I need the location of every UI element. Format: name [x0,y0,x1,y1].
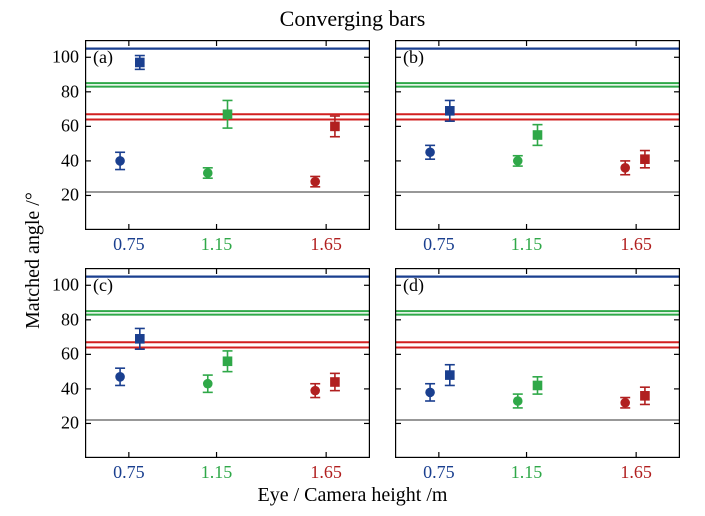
ytick-label: 80 [45,81,79,102]
panel-b-svg [395,40,680,230]
axis-box [86,41,370,230]
panel-b: 0.751.151.65(b) [395,40,680,230]
x-axis-label: Eye / Camera height /m [0,484,705,507]
xtick-label: 0.75 [113,234,145,255]
xtick-label: 1.15 [511,234,543,255]
xtick-label: 0.75 [113,462,145,483]
panel-label-d: (d) [403,275,424,296]
ytick-label: 100 [45,47,79,68]
figure-title: Converging bars [0,6,705,32]
marker-circle [620,163,630,173]
marker-square [223,109,233,119]
marker-circle [310,386,320,396]
xtick-label: 1.65 [620,462,652,483]
marker-square [640,391,650,401]
ytick-label: 40 [45,378,79,399]
panel-label-c: (c) [93,275,113,296]
xtick-label: 1.65 [310,462,342,483]
figure: Converging bars Matched angle /° Eye / C… [0,0,705,516]
marker-circle [115,156,125,166]
marker-square [533,130,543,140]
marker-circle [203,379,213,389]
xtick-label: 1.65 [310,234,342,255]
xtick-label: 0.75 [423,462,455,483]
marker-square [445,106,455,116]
panel-c: 204060801000.751.151.65(c) [85,268,370,458]
marker-circle [115,372,125,382]
panel-a: 204060801000.751.151.65(a) [85,40,370,230]
marker-circle [310,177,320,187]
panel-c-svg [85,268,370,458]
panel-label-b: (b) [403,47,424,68]
xtick-label: 1.15 [511,462,543,483]
marker-square [533,381,543,391]
marker-square [223,356,233,366]
marker-square [135,58,145,68]
ytick-label: 60 [45,116,79,137]
marker-square [330,377,340,387]
ytick-label: 40 [45,150,79,171]
panel-d: 0.751.151.65(d) [395,268,680,458]
marker-square [640,154,650,164]
xtick-label: 1.15 [201,234,233,255]
marker-circle [203,168,213,178]
panel-label-a: (a) [93,47,113,68]
ytick-label: 20 [45,185,79,206]
panel-a-svg [85,40,370,230]
ytick-label: 20 [45,413,79,434]
marker-square [135,334,145,344]
xtick-label: 0.75 [423,234,455,255]
marker-square [330,122,340,132]
marker-circle [513,396,523,406]
marker-circle [425,147,435,157]
marker-circle [620,398,630,408]
xtick-label: 1.65 [620,234,652,255]
ytick-label: 80 [45,309,79,330]
ytick-label: 100 [45,275,79,296]
y-axis-label: Matched angle /° [22,192,45,329]
marker-circle [425,388,435,398]
xtick-label: 1.15 [201,462,233,483]
ytick-label: 60 [45,344,79,365]
panel-d-svg [395,268,680,458]
marker-square [445,370,455,380]
axis-box [396,269,680,458]
marker-circle [513,156,523,166]
